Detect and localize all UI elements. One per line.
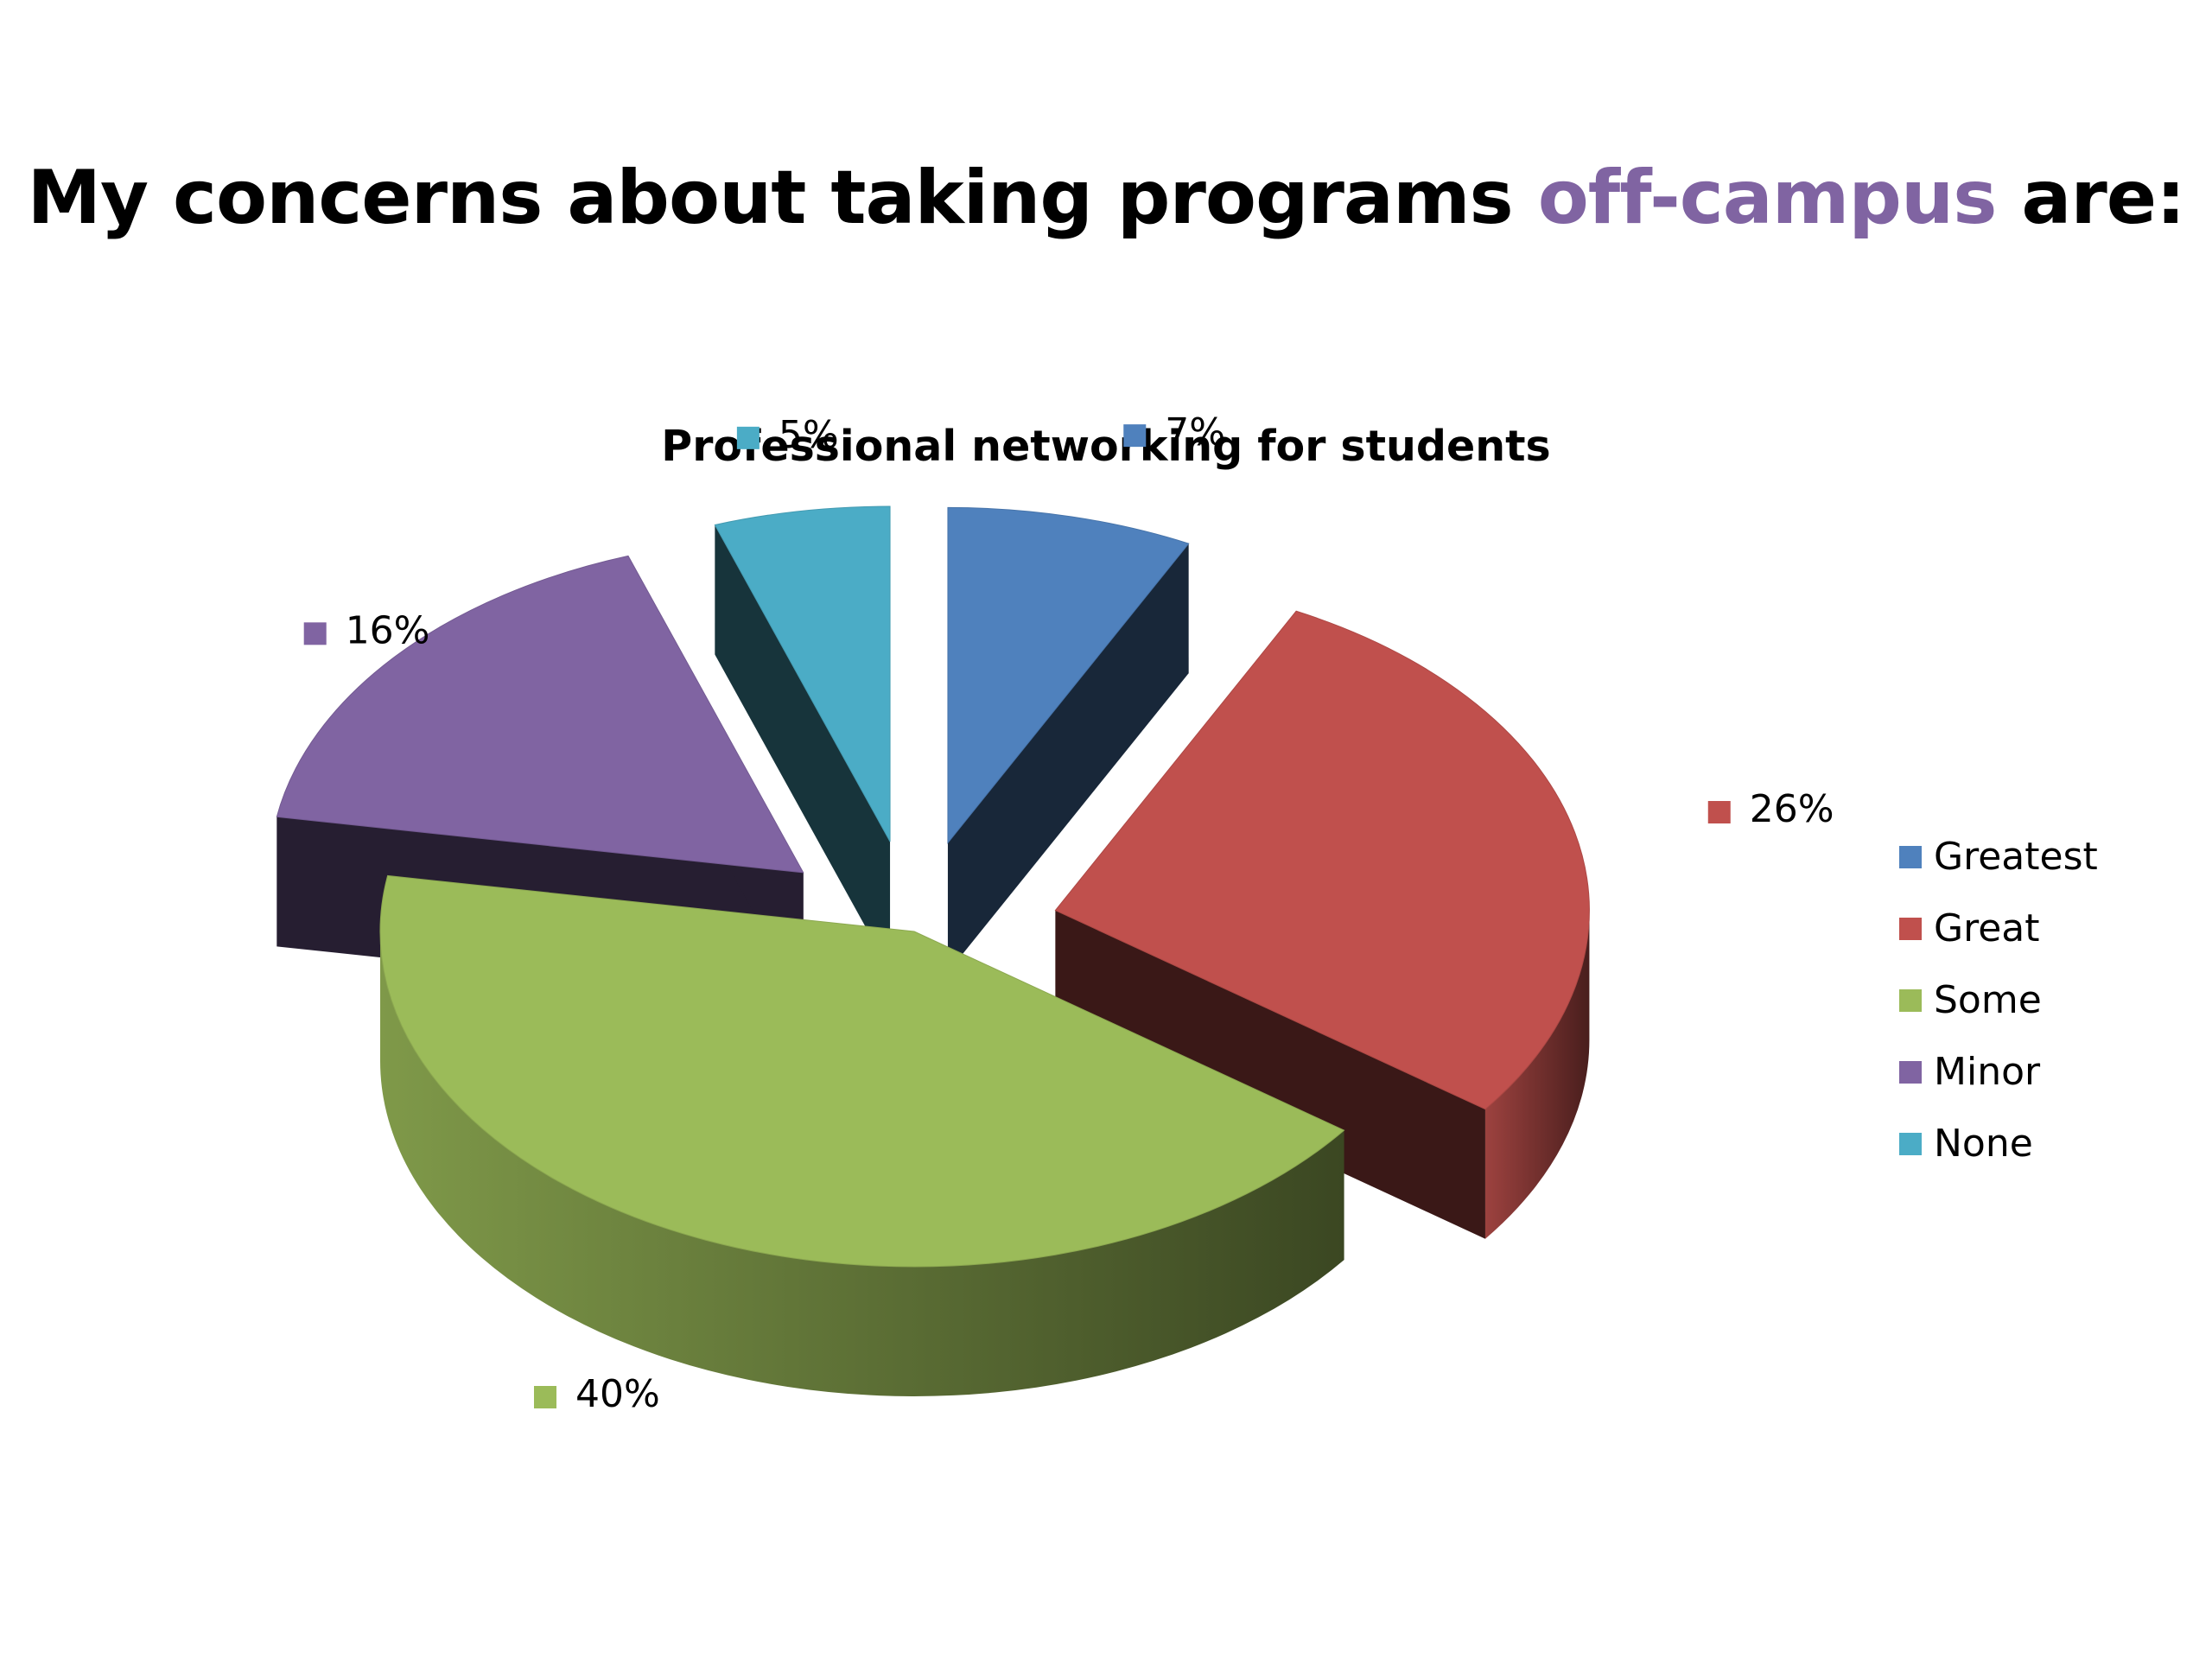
legend-label: Minor — [1934, 1050, 2041, 1094]
legend-item-none: None — [1899, 1108, 2098, 1179]
slice-top-none — [714, 505, 891, 842]
pie-slice-3d-none — [714, 505, 891, 971]
slice-top-minor — [276, 555, 804, 874]
chart-title: Professional networking for students — [661, 422, 1551, 471]
chart-legend: Greatest Great Some Minor None — [1899, 821, 2098, 1179]
legend-swatch — [1899, 988, 1922, 1012]
slice-top-greatest — [947, 506, 1190, 844]
pie-slice-3d-great — [1054, 610, 1590, 1239]
data-label-text: 5% — [779, 413, 839, 457]
title-suffix: are: — [2021, 155, 2185, 241]
data-label-text: 40% — [575, 1372, 660, 1416]
slice-top-great — [1054, 610, 1590, 1110]
data-label-text: 7% — [1165, 410, 1225, 454]
data-label-swatch — [534, 1386, 556, 1408]
pie-side-walls — [276, 505, 1590, 1396]
slice-rim-great — [1484, 910, 1590, 1239]
data-label-swatch — [1707, 801, 1731, 824]
legend-swatch — [1899, 917, 1922, 940]
data-label-minor: 16% — [303, 608, 430, 652]
legend-label: Great — [1934, 906, 2040, 950]
slice-wall-greatest-1 — [947, 543, 1189, 973]
pie-slice-3d-some — [379, 874, 1345, 1396]
legend-item-great: Great — [1899, 893, 2098, 964]
slice-wall-none-0 — [715, 524, 891, 971]
legend-item-greatest: Greatest — [1899, 821, 2098, 893]
legend-swatch — [1899, 1132, 1922, 1155]
legend-label: Some — [1934, 978, 2042, 1022]
data-label-great: 26% — [1707, 787, 1834, 831]
data-label-swatch — [1123, 424, 1147, 448]
data-label-swatch — [736, 426, 760, 449]
slice-rim-some — [380, 931, 1344, 1396]
legend-item-minor: Minor — [1899, 1036, 2098, 1108]
pie-slice-3d-greatest — [947, 506, 1190, 973]
data-labels: 7% 26% 40% 16% 5% — [303, 410, 1834, 1416]
data-label-greatest: 7% — [1123, 410, 1225, 454]
data-label-some: 40% — [534, 1372, 660, 1416]
data-label-text: 16% — [346, 608, 430, 652]
slide-title: My concerns about taking programs off-ca… — [0, 154, 2212, 243]
legend-swatch — [1899, 845, 1922, 868]
legend-item-some: Some — [1899, 964, 2098, 1036]
data-label-text: 26% — [1750, 787, 1834, 831]
legend-label: Greatest — [1934, 835, 2098, 879]
data-label-swatch — [303, 622, 327, 645]
data-label-none: 5% — [736, 413, 839, 457]
slice-wall-great-1 — [1055, 910, 1485, 1239]
slice-top-some — [379, 874, 1345, 1268]
title-prefix: My concerns about taking programs — [27, 155, 1513, 241]
legend-label: None — [1934, 1122, 2033, 1166]
legend-swatch — [1899, 1060, 1922, 1084]
title-highlight: off-campus — [1537, 155, 1998, 241]
